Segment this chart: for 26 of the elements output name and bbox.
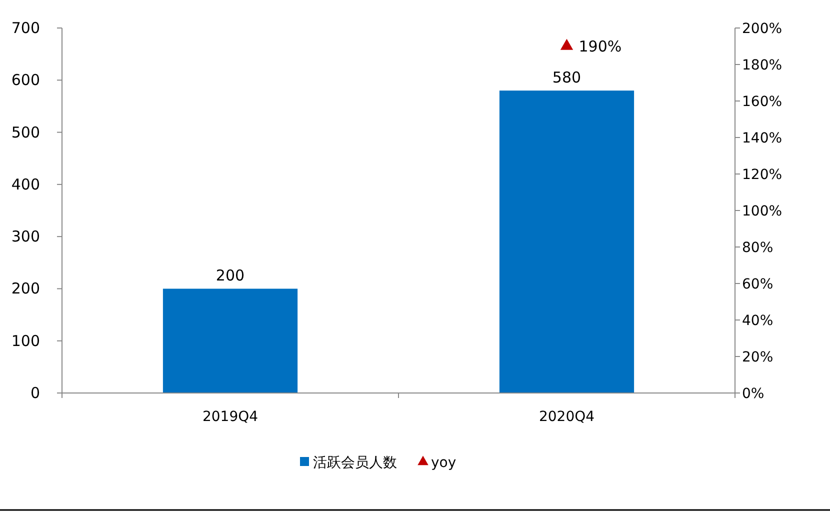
legend-label: 活跃会员人数	[313, 455, 397, 471]
y-tick-label: 100	[11, 332, 40, 350]
y2-tick-label: 120%	[742, 167, 782, 183]
x-tick-label: 2020Q4	[538, 409, 595, 425]
y2-tick-label: 200%	[742, 21, 782, 37]
data-label: 200	[216, 266, 245, 285]
y-tick-label: 300	[11, 228, 40, 246]
y2-tick-label: 80%	[742, 240, 774, 256]
y2-tick-label: 0%	[742, 386, 764, 402]
y-tick-label: 400	[11, 175, 40, 194]
y-tick-label: 0	[30, 384, 40, 402]
y2-tick-label: 160%	[742, 94, 782, 110]
y-tick-label: 700	[11, 19, 40, 37]
y2-tick-label: 140%	[742, 130, 782, 146]
y2-tick-label: 180%	[742, 58, 782, 74]
legend-label: yoy	[431, 455, 456, 471]
data-label: 190%	[578, 37, 622, 56]
y2-tick-label: 40%	[742, 313, 774, 329]
y-tick-label: 500	[11, 123, 40, 142]
y-tick-label: 600	[11, 71, 40, 90]
x-tick-label: 2019Q4	[202, 409, 258, 425]
y2-tick-label: 60%	[742, 276, 774, 292]
y2-tick-label: 20%	[742, 350, 774, 366]
data-label: 580	[552, 68, 582, 87]
y-tick-label: 200	[11, 280, 40, 298]
y2-tick-label: 100%	[742, 204, 782, 220]
